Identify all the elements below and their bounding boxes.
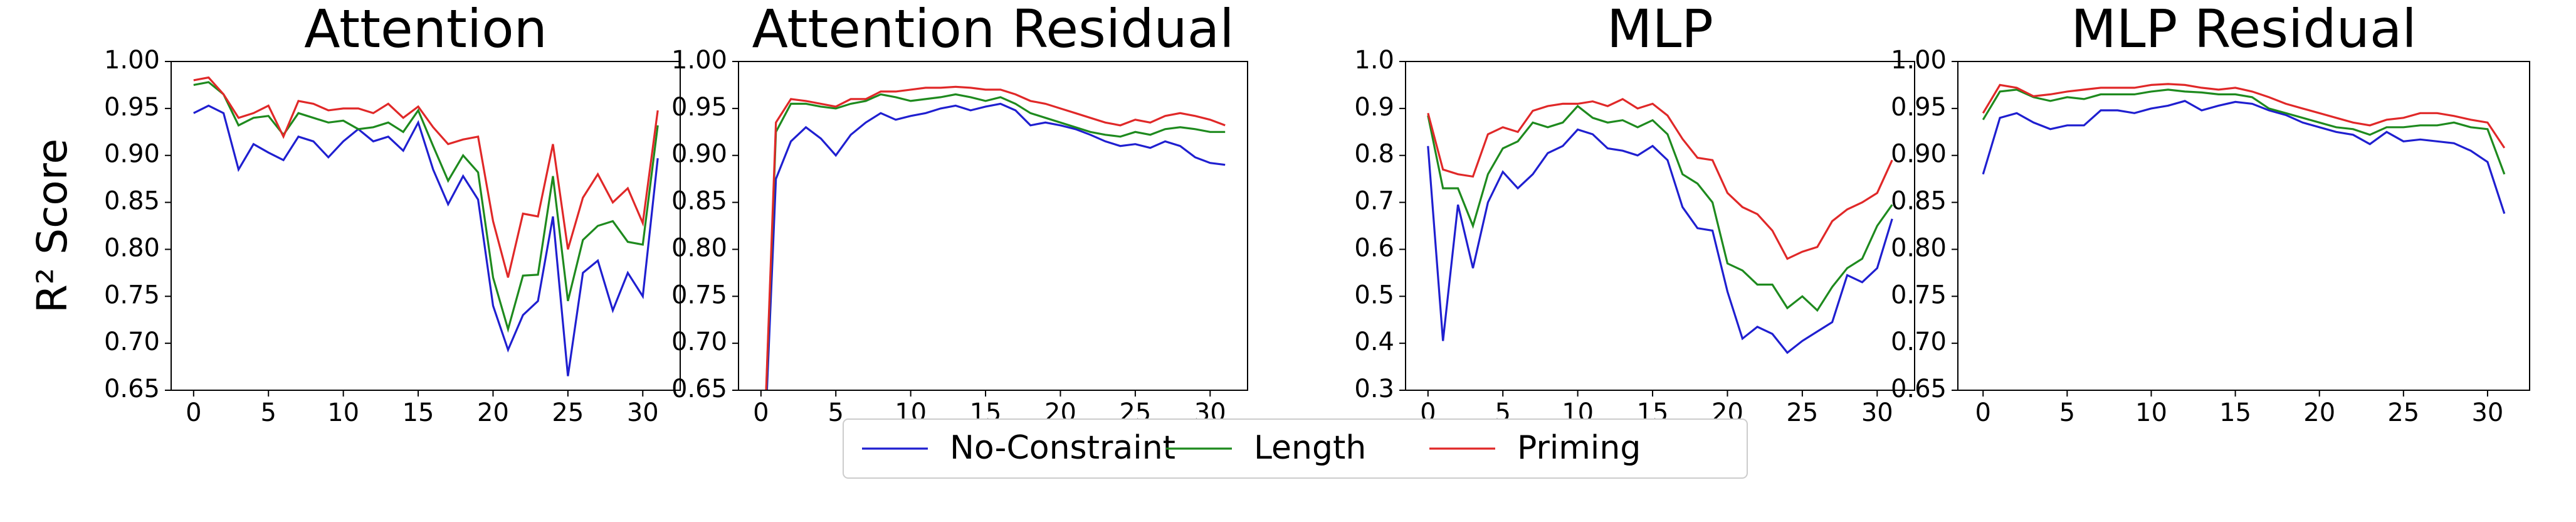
x-tick-label: 10: [327, 398, 359, 427]
x-tick-label: 10: [2135, 398, 2167, 427]
y-tick-label: 0.3: [1354, 375, 1394, 403]
y-tick-label: 0.90: [104, 140, 160, 169]
chart-title: MLP Residual: [2071, 0, 2416, 60]
y-tick-label: 0.95: [1891, 93, 1947, 122]
panel: MLP Residual 0.65 0.70 0.75 0.80 0.85 0.90 0.95…: [1891, 0, 2530, 427]
y-tick-label: 0.65: [671, 375, 727, 403]
y-tick-label: 0.85: [104, 187, 160, 216]
x-tick-label: 0: [753, 398, 769, 427]
y-tick-label: 0.4: [1354, 328, 1394, 356]
y-tick-label: 1.00: [671, 46, 727, 75]
x-tick-label: 25: [2387, 398, 2419, 427]
x-tick-label: 25: [552, 398, 584, 427]
y-tick-label: 0.95: [671, 93, 727, 122]
y-tick-label: 0.75: [1891, 280, 1947, 309]
x-tick-label: 30: [627, 398, 659, 427]
series-line: [1982, 100, 2506, 214]
x-tick-label: 25: [1786, 398, 1818, 427]
series-line: [765, 85, 1226, 390]
y-tick-label: 0.7: [1354, 187, 1394, 216]
y-axis-label: R² Score: [28, 139, 76, 313]
series-line: [193, 76, 659, 278]
chart-title: Attention: [304, 0, 547, 60]
y-tick-label: 0.8: [1354, 140, 1394, 169]
plot-frame: [738, 61, 1248, 391]
series-line: [1982, 88, 2506, 175]
panel: Attention 0.65 0.70 0.75 0.80 0.85 0.90 0.95 1.0…: [28, 0, 681, 427]
x-tick-label: 15: [402, 398, 434, 427]
y-tick-label: 1.0: [1354, 46, 1394, 75]
y-tick-label: 0.65: [104, 375, 160, 403]
series-line: [1427, 98, 1893, 260]
plot-frame: [1405, 61, 1915, 391]
series-line: [193, 104, 659, 376]
y-tick-label: 0.75: [104, 280, 160, 309]
legend-box: [843, 418, 1748, 479]
plot-frame: [1957, 61, 2530, 391]
x-tick-label: 30: [2471, 398, 2503, 427]
series-line: [1427, 128, 1893, 354]
y-tick-label: 0.6: [1354, 233, 1394, 262]
series-line: [765, 93, 1226, 390]
legend-label: Length: [1254, 429, 1366, 467]
y-tick-label: 0.90: [671, 140, 727, 169]
legend: No-Constraint Length Priming: [843, 418, 1748, 479]
y-tick-label: 0.70: [1891, 328, 1947, 356]
x-tick-label: 5: [261, 398, 276, 427]
series-line: [1427, 104, 1893, 312]
x-tick-label: 5: [828, 398, 844, 427]
x-tick-label: 20: [477, 398, 509, 427]
y-tick-label: 0.85: [1891, 187, 1947, 216]
series-line: [193, 81, 659, 333]
x-tick-label: 15: [2219, 398, 2251, 427]
series-line: [1982, 83, 2506, 149]
y-tick-label: 0.85: [671, 187, 727, 216]
x-tick-label: 0: [186, 398, 201, 427]
y-tick-label: 0.75: [671, 280, 727, 309]
y-tick-label: 0.90: [1891, 140, 1947, 169]
y-tick-label: 0.80: [104, 233, 160, 262]
y-tick-label: 0.70: [104, 328, 160, 356]
y-tick-label: 0.70: [671, 328, 727, 356]
x-tick-label: 5: [2059, 398, 2075, 427]
x-tick-label: 20: [2303, 398, 2335, 427]
legend-label: No-Constraint: [950, 429, 1175, 467]
y-tick-label: 0.80: [671, 233, 727, 262]
y-tick-label: 0.95: [104, 93, 160, 122]
y-tick-label: 0.80: [1891, 233, 1947, 262]
y-tick-label: 0.9: [1354, 93, 1394, 122]
y-tick-label: 1.00: [104, 46, 160, 75]
x-tick-label: 0: [1975, 398, 1991, 427]
chart-title: Attention Residual: [752, 0, 1234, 60]
legend-label: Priming: [1517, 429, 1641, 467]
y-tick-label: 0.5: [1354, 280, 1394, 309]
y-tick-label: 1.00: [1891, 46, 1947, 75]
y-tick-label: 0.65: [1891, 375, 1947, 403]
series-line: [765, 102, 1226, 390]
chart-title: MLP: [1607, 0, 1713, 60]
panel: Attention Residual 0.65 0.70 0.75 0.80 0.85 0.…: [671, 0, 1248, 427]
x-tick-label: 30: [1861, 398, 1893, 427]
plot-frame: [171, 61, 681, 391]
